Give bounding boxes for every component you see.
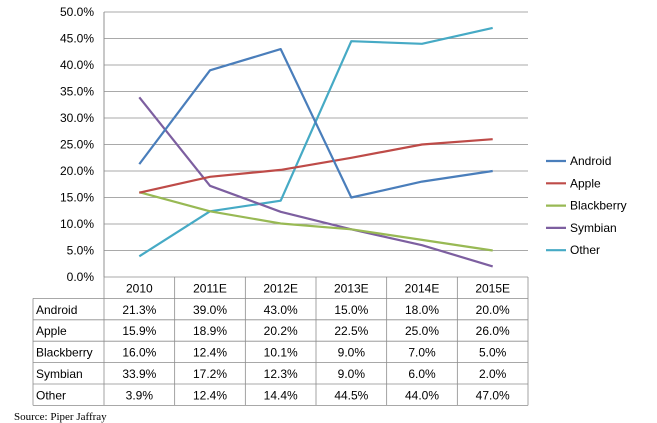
legend-label: Symbian — [570, 221, 617, 235]
x-category-label: 2014E — [405, 281, 440, 295]
series-line-apple — [139, 138, 493, 194]
y-tick-label: 30.0% — [60, 111, 94, 125]
table-cell: 20.0% — [476, 303, 510, 317]
table-cell: 9.0% — [338, 367, 366, 381]
y-axis: 0.0% 5.0% 10.0% 15.0% 20.0% 25.0% 30.0% 35.0% 40… — [60, 5, 105, 284]
table-cell: 12.4% — [193, 388, 227, 402]
table-cell: 18.9% — [193, 324, 227, 338]
y-tick-label: 35.0% — [60, 85, 94, 99]
y-tick-label: 45.0% — [60, 32, 94, 46]
table-row-label: Other — [36, 388, 66, 402]
table-cell: 44.5% — [334, 388, 368, 402]
legend-label: Apple — [570, 176, 601, 190]
table-cell: 12.3% — [264, 367, 298, 381]
y-tick-label: 0.0% — [67, 270, 95, 284]
table-cell: 22.5% — [334, 324, 368, 338]
table-cell: 44.0% — [405, 388, 439, 402]
table-cell: 39.0% — [193, 303, 227, 317]
y-tick-label: 15.0% — [60, 191, 94, 205]
legend-label: Android — [570, 154, 611, 168]
table-cell: 15.9% — [122, 324, 156, 338]
y-tick-label: 20.0% — [60, 164, 94, 178]
table-row-label: Blackberry — [36, 346, 93, 360]
table-cell: 16.0% — [122, 346, 156, 360]
table-cell: 3.9% — [126, 388, 154, 402]
table-row-label: Apple — [36, 324, 67, 338]
y-tick-label: 5.0% — [67, 244, 95, 258]
y-tick-label: 50.0% — [60, 5, 94, 19]
table-cell: 2.0% — [479, 367, 507, 381]
table-cell: 43.0% — [264, 303, 298, 317]
table-cell: 15.0% — [334, 303, 368, 317]
table-cell: 20.2% — [264, 324, 298, 338]
y-tick-label: 10.0% — [60, 217, 94, 231]
table-cell: 33.9% — [122, 367, 156, 381]
table-cell: 18.0% — [405, 303, 439, 317]
x-category-label: 2015E — [475, 281, 510, 295]
x-category-label: 2012E — [263, 281, 298, 295]
table-cell: 17.2% — [193, 367, 227, 381]
table-row-label: Android — [36, 303, 77, 317]
y-tick-label: 40.0% — [60, 58, 94, 72]
table-cell: 5.0% — [479, 346, 507, 360]
series-line-android — [138, 47, 493, 199]
table-cell: 26.0% — [476, 324, 510, 338]
table-cell: 7.0% — [408, 346, 436, 360]
table-cell: 21.3% — [122, 303, 156, 317]
source-note: Source: Piper Jaffray — [14, 411, 107, 423]
x-category-label: 2010 — [126, 281, 153, 295]
series-line-blackberry — [139, 191, 493, 252]
table-cell: 6.0% — [408, 367, 436, 381]
legend: Android Apple Blackberry Symbian Other — [546, 154, 627, 257]
table-cell: 47.0% — [476, 388, 510, 402]
table-cell: 9.0% — [338, 346, 366, 360]
table-cell: 14.4% — [264, 388, 298, 402]
plot-lines — [138, 26, 494, 268]
table-cell: 12.4% — [193, 346, 227, 360]
legend-label: Other — [570, 243, 600, 257]
table-cell: 25.0% — [405, 324, 439, 338]
series-line-symbian — [138, 96, 494, 268]
table-row-label: Symbian — [36, 367, 83, 381]
data-table: 2010 2011E 2012E 2013E 2014E 2015E Android 21.3… — [32, 12, 529, 406]
y-tick-label: 25.0% — [60, 138, 94, 152]
x-category-label: 2011E — [193, 281, 227, 295]
table-cell: 10.1% — [264, 346, 298, 360]
x-category-label: 2013E — [334, 281, 369, 295]
legend-label: Blackberry — [570, 199, 627, 213]
